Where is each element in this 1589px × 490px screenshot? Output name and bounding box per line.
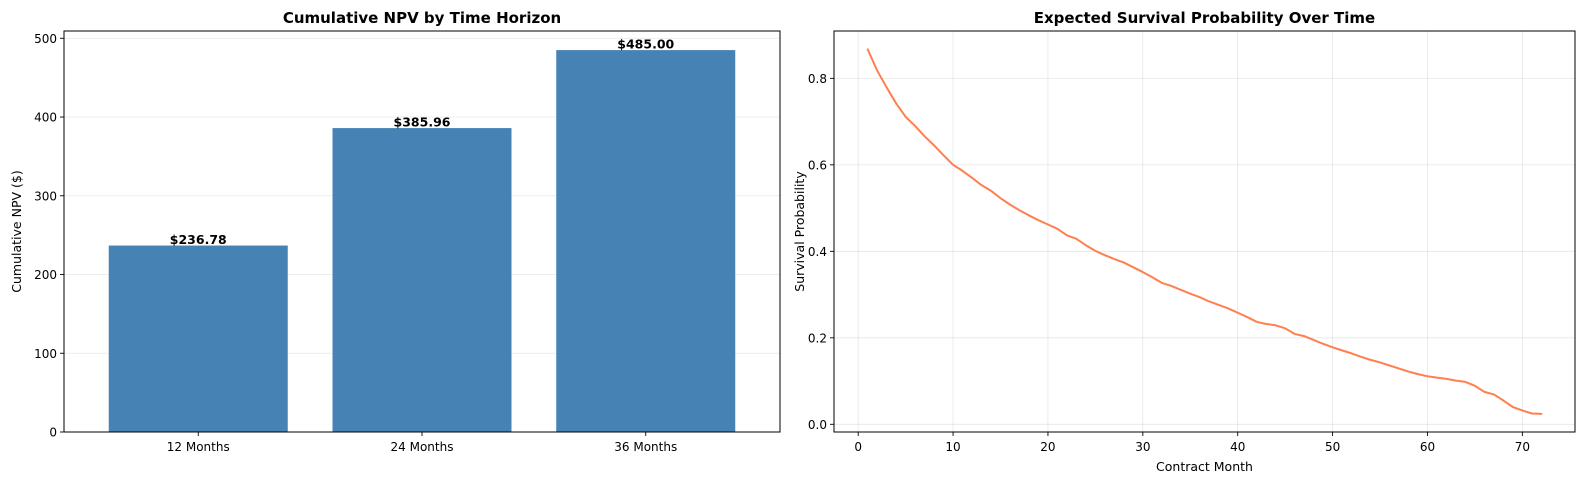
- survival-x-tick-label-30: 30: [1135, 440, 1150, 454]
- survival-axes-frame: [833, 30, 1576, 433]
- npv-bar-value-label-3: $485.00: [617, 37, 674, 52]
- survival-x-tick-label-20: 20: [1040, 440, 1055, 454]
- survival-y-tick-label-1: 0.2: [808, 331, 827, 345]
- npv-y-tick-label-100: 100: [34, 347, 57, 361]
- survival-x-axis-label: Contract Month: [1156, 459, 1253, 474]
- survival-x-tick-label-0: 0: [854, 440, 862, 454]
- npv-bar-2: [332, 128, 512, 432]
- npv-bars: [108, 50, 736, 432]
- survival-x-tick-label-40: 40: [1230, 440, 1245, 454]
- survival-probability-line: [866, 48, 1543, 415]
- survival-y-tick-label-2: 0.4: [808, 245, 827, 259]
- survival-line-chart: 0.0 0.2 0.4 0.6 0.8 0 10 20 30 40 50 60 70 Expected…: [792, 9, 1576, 474]
- survival-y-axis-label: Survival Probability: [792, 171, 807, 292]
- survival-x-tick-label-50: 50: [1325, 440, 1340, 454]
- npv-x-tick-label-1: 12 Months: [167, 440, 230, 454]
- npv-bar-value-label-1: $236.78: [170, 232, 227, 247]
- npv-x-ticks: 12 Months 24 Months 36 Months: [167, 432, 677, 454]
- survival-x-ticks: 0 10 20 30 40 50 60 70: [854, 432, 1530, 454]
- survival-y-tick-label-0: 0.0: [808, 418, 827, 432]
- survival-x-tick-label-10: 10: [945, 440, 960, 454]
- npv-y-axis-label: Cumulative NPV ($): [9, 170, 24, 292]
- npv-y-tick-label-400: 400: [34, 111, 57, 125]
- npv-x-tick-label-3: 36 Months: [614, 440, 677, 454]
- npv-bar-chart: $236.78 $385.96 $485.00 0 100 200 300 400 500 1…: [9, 9, 781, 454]
- npv-bar-value-labels: $236.78 $385.96 $485.00: [170, 37, 675, 247]
- survival-data-points: [867, 49, 1542, 414]
- npv-y-ticks: 0 100 200 300 400 500: [34, 32, 64, 440]
- survival-x-tick-label-60: 60: [1420, 440, 1435, 454]
- npv-y-tick-label-0: 0: [49, 426, 57, 440]
- npv-bar-value-label-2: $385.96: [394, 115, 451, 130]
- npv-bar-3: [556, 50, 736, 432]
- survival-y-tick-label-4: 0.8: [808, 72, 827, 86]
- npv-y-tick-label-200: 200: [34, 268, 57, 282]
- survival-chart-title: Expected Survival Probability Over Time: [1034, 9, 1375, 27]
- survival-x-tick-label-70: 70: [1515, 440, 1530, 454]
- npv-y-tick-label-300: 300: [34, 189, 57, 203]
- survival-gridlines: [834, 31, 1575, 432]
- npv-bar-1: [108, 245, 288, 432]
- npv-y-tick-label-500: 500: [34, 32, 57, 46]
- npv-x-tick-label-2: 24 Months: [391, 440, 454, 454]
- npv-chart-title: Cumulative NPV by Time Horizon: [283, 9, 561, 27]
- survival-y-tick-label-3: 0.6: [808, 158, 827, 172]
- survival-y-ticks: 0.0 0.2 0.4 0.6 0.8: [808, 72, 834, 432]
